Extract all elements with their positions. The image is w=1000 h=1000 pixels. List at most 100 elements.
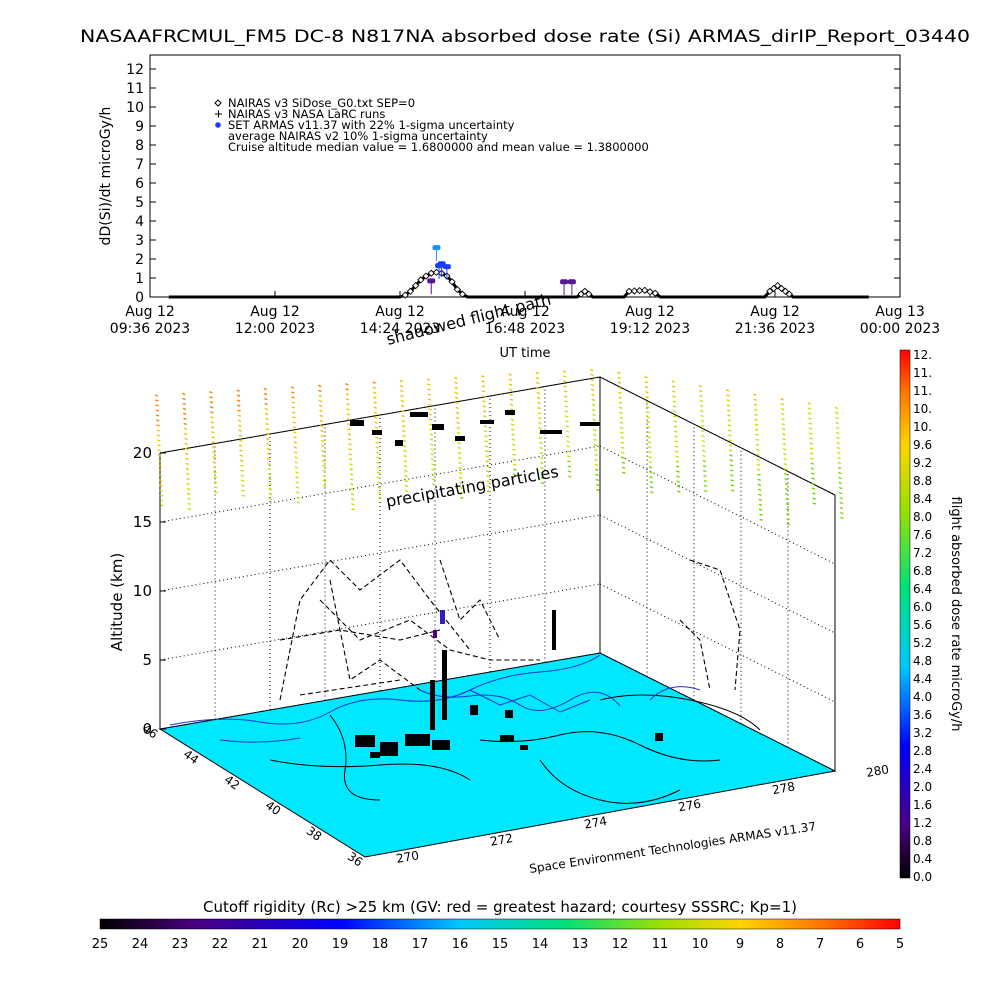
- precip-dash: [373, 411, 378, 414]
- precip-dash: [565, 425, 569, 428]
- rigidity-colorbar-tick-label: 19: [332, 937, 349, 952]
- precip-dash: [756, 458, 760, 461]
- x-tick-label-date: Aug 12: [375, 304, 425, 320]
- altitude-gridline: [159, 652, 601, 730]
- rigidity-colorbar-tick-label: 6: [856, 937, 864, 952]
- altitude-ticks: 0 5 10 15 20: [133, 444, 166, 738]
- rigidity-colorbar-tick-label: 21: [252, 937, 269, 952]
- precip-dash: [621, 456, 625, 459]
- rigidity-colorbar-label: Cutoff rigidity (Rc) >25 km (GV: red = g…: [203, 898, 797, 916]
- precip-dash: [296, 491, 300, 494]
- precip-dash: [537, 401, 541, 405]
- precip-dash: [726, 404, 731, 407]
- model-dose-point: [448, 278, 456, 286]
- precip-dash: [540, 466, 544, 470]
- precip-dash: [671, 385, 676, 388]
- altitude-tick-label: 15: [133, 513, 152, 531]
- precip-dash: [836, 446, 841, 450]
- precip-dash: [836, 441, 840, 445]
- legend-dot-icon: [215, 122, 221, 128]
- precip-dash: [730, 479, 734, 482]
- x-tick-label-time: 21:36 2023: [735, 321, 815, 337]
- precip-dash: [269, 497, 273, 501]
- precip-dash: [296, 501, 300, 504]
- precip-dash: [428, 418, 433, 421]
- precip-dash: [729, 469, 734, 472]
- precip-dash: [728, 449, 733, 452]
- precip-dash: [647, 446, 652, 449]
- precip-dash: [290, 386, 295, 389]
- precip-dash: [485, 455, 489, 458]
- precip-dash: [756, 468, 761, 471]
- precip-dash: [403, 464, 408, 468]
- precip-dash: [345, 388, 349, 391]
- precip-dash: [294, 466, 299, 469]
- x-tick-label-date: Aug 12: [250, 304, 300, 320]
- precip-dash: [785, 493, 789, 496]
- precip-dash: [265, 422, 269, 426]
- precip-dash: [400, 404, 405, 408]
- precip-dash: [566, 440, 570, 443]
- altitude-axis-label: Altitude (km): [108, 553, 126, 651]
- precip-dash: [187, 502, 191, 506]
- precip-dash: [538, 436, 543, 440]
- y-tick-label: 1: [135, 271, 144, 287]
- precip-dash: [756, 463, 761, 466]
- precip-dash: [376, 471, 381, 474]
- precip-dash: [702, 464, 707, 468]
- precip-dash: [675, 465, 680, 468]
- dose-colorbar-tick-label: 6.4: [913, 582, 932, 596]
- precip-dash: [758, 508, 763, 511]
- precip-dash: [268, 477, 272, 481]
- precip-dash: [647, 431, 651, 434]
- precip-dash: [618, 401, 623, 404]
- precip-dash: [184, 437, 188, 441]
- dose-colorbar-tick-label: 11.: [913, 384, 932, 398]
- precip-dash: [374, 426, 379, 429]
- altitude-tick-label: 5: [142, 651, 152, 669]
- precip-dash: [594, 453, 598, 457]
- precip-dash: [593, 438, 597, 442]
- precip-dash: [567, 470, 572, 473]
- model-dose-point: [581, 287, 589, 295]
- precip-dash: [840, 511, 844, 515]
- precip-dash: [266, 442, 270, 446]
- precip-dash: [511, 428, 515, 431]
- precip-dash: [455, 401, 459, 405]
- precip-dash: [780, 403, 785, 406]
- precip-dash: [209, 406, 214, 409]
- rigidity-colorbar-gradient: [99, 918, 901, 930]
- precip-dash: [727, 414, 731, 417]
- precip-dash: [482, 405, 487, 408]
- precip-dash: [211, 436, 215, 439]
- altitude-grid: [159, 376, 836, 772]
- precip-dash: [158, 469, 162, 472]
- y-tick-label: 5: [135, 195, 144, 211]
- precip-dash: [729, 464, 734, 467]
- precip-dash: [213, 486, 218, 489]
- precip-dash: [377, 476, 381, 479]
- precip-dash: [181, 392, 186, 396]
- precip-dash: [291, 401, 295, 404]
- precip-dash: [835, 426, 840, 430]
- precip-dash: [591, 403, 596, 407]
- precip-dash: [511, 438, 516, 441]
- precip-dash: [428, 408, 432, 411]
- precip-dash: [838, 481, 842, 485]
- precip-dash: [591, 393, 595, 397]
- dose-colorbar-tick-label: 2.4: [913, 762, 932, 776]
- precip-dash: [812, 502, 817, 505]
- precip-dash: [349, 468, 353, 471]
- precip-dash: [812, 497, 816, 500]
- precip-dash: [672, 395, 676, 398]
- precip-dash: [593, 443, 598, 447]
- precip-dash: [402, 434, 406, 438]
- precip-dash: [346, 408, 350, 411]
- precip-dash: [676, 470, 680, 473]
- model-dose-point: [785, 290, 793, 298]
- precip-dash: [566, 435, 570, 438]
- precip-dash: [754, 418, 758, 421]
- precip-dash: [702, 459, 706, 463]
- x-tick-label-time: 14:24 2023: [360, 321, 440, 337]
- precip-dash: [404, 469, 408, 473]
